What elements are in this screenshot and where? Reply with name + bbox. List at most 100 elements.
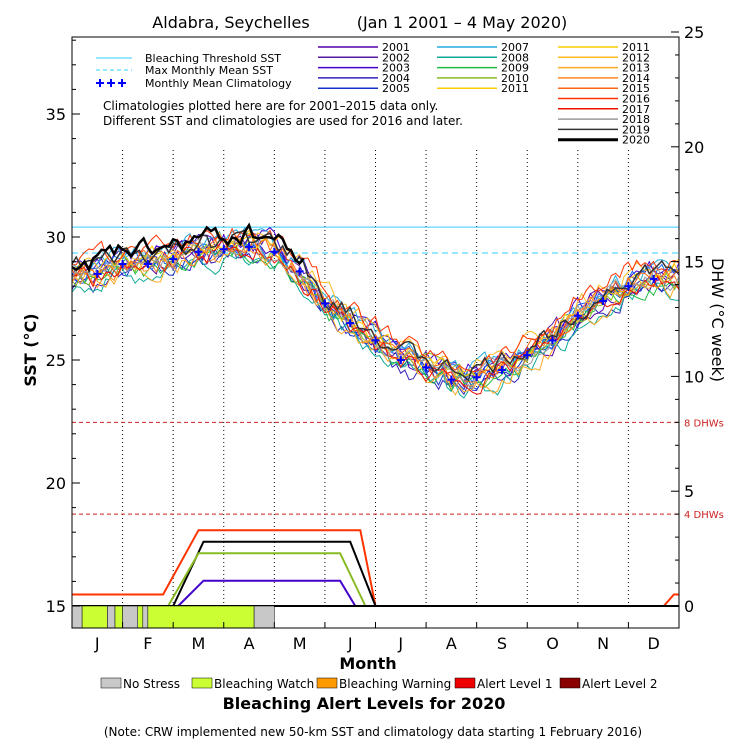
sst-line-2016 — [72, 227, 679, 373]
alert-legend-swatch — [316, 677, 338, 689]
year-legend-label: 2014 — [622, 72, 650, 85]
x-tick-label: J — [347, 634, 353, 653]
climatology-marker — [573, 311, 582, 320]
climatology-marker — [472, 373, 481, 382]
sst-line-2002 — [72, 232, 679, 385]
climatology-marker — [169, 255, 178, 264]
year-legend-label: 2009 — [501, 62, 529, 75]
legend-swatch-climatology — [118, 79, 126, 87]
alert-legend-label: Bleaching Warning — [339, 677, 451, 691]
climatology-marker — [497, 365, 506, 374]
x-tick-label: N — [597, 634, 609, 653]
alert-segment — [137, 605, 144, 629]
note-line-2: Different SST and climatologies are used… — [103, 114, 463, 128]
climatology-marker — [371, 336, 380, 345]
legend-swatch-climatology — [96, 79, 104, 87]
climatology-marker — [523, 351, 532, 360]
climatology-marker — [270, 247, 279, 256]
dhw-line-2010 — [167, 552, 367, 607]
x-tick-label: O — [546, 634, 559, 653]
footnote: (Note: CRW implemented new 50-km SST and… — [104, 725, 642, 739]
alert-legend-swatch — [100, 677, 122, 689]
year-legend-label: 2013 — [622, 62, 650, 75]
sst-line-2014 — [72, 237, 679, 388]
alert-legend-label: No Stress — [123, 677, 180, 691]
climatology-marker — [649, 274, 658, 283]
year-legend-label: 2005 — [382, 82, 410, 95]
alert-legend: No Stress Bleaching Watch Bleaching Warnin… — [100, 677, 658, 691]
x-tick-label: J — [94, 634, 100, 653]
x-tick-label: J — [397, 634, 403, 653]
year-legend-label: 2002 — [382, 51, 410, 64]
climatology-marker — [219, 245, 228, 254]
y-axis-label-right: DHW (°C week) — [708, 258, 727, 382]
alert-segment — [142, 605, 149, 629]
y-right-tick-label: 5 — [684, 482, 694, 501]
sst-line-2020 — [72, 222, 305, 273]
x-tick-label: M — [293, 634, 307, 653]
climatology-marker — [599, 296, 608, 305]
year-legend-label: 2020 — [622, 134, 650, 147]
y-left-tick-label: 25 — [46, 351, 66, 370]
year-legend-label: 2003 — [382, 62, 410, 75]
sst-lines — [72, 222, 679, 399]
y-right-tick-label: 15 — [684, 253, 704, 272]
x-tick-label: A — [446, 634, 457, 653]
climatology-marker — [396, 356, 405, 364]
legend-label: Max Monthly Mean SST — [145, 64, 273, 77]
year-legend-label: 2007 — [501, 41, 529, 54]
year-legend-label: 2019 — [622, 123, 650, 136]
y-right-tick-label: 0 — [684, 597, 694, 616]
dhw-reference-label: 4 DHWs — [684, 510, 724, 521]
legend-swatch-climatology — [107, 79, 115, 87]
alert-segment — [147, 605, 255, 629]
year-legend-label: 2001 — [382, 41, 410, 54]
x-tick-label: D — [648, 634, 660, 653]
sst-line-2012 — [72, 229, 679, 376]
year-legend-label: 2008 — [501, 51, 529, 64]
climatology-marker — [346, 319, 355, 328]
alert-segment — [122, 605, 139, 629]
y-left-tick-label: 35 — [46, 105, 66, 124]
sst-line-2018 — [72, 238, 679, 390]
alert-bar-2020 — [71, 605, 275, 629]
alert-segment — [114, 605, 123, 629]
x-tick-label: F — [143, 634, 152, 653]
x-tick-label: S — [497, 634, 507, 653]
axes: J F M A M J J A S O N D 15 20 25 30 35 0 5 10 15 20 25 — [46, 23, 705, 653]
alert-segment — [71, 605, 83, 629]
month-gridlines — [122, 150, 629, 606]
dhw-line-2003 — [177, 579, 357, 607]
year-legend-label: 2017 — [622, 103, 650, 116]
alert-legend-swatch — [559, 677, 581, 689]
year-legend-label: 2010 — [501, 72, 529, 85]
x-axis-label: Month — [339, 654, 396, 673]
dhw-lines — [72, 529, 679, 607]
threshold-lines: 8 DHWs 4 DHWs — [72, 226, 724, 521]
year-legend-label: 2016 — [622, 93, 650, 106]
sst-line-2019 — [72, 229, 679, 382]
chart-title-location: Aldabra, Seychelles — [152, 13, 309, 32]
climatology-marker — [143, 260, 152, 269]
alert-legend-label: Bleaching Watch — [214, 677, 314, 691]
chart-title-period: (Jan 1 2001 – 4 May 2020) — [357, 13, 568, 32]
sst-line-2013 — [72, 247, 679, 396]
alert-segment — [107, 605, 116, 629]
alert-legend-swatch — [454, 677, 476, 689]
y-left-tick-label: 20 — [46, 474, 66, 493]
dhw-line-2019 — [172, 540, 377, 607]
alert-segment — [253, 605, 275, 629]
climatology-marker — [548, 336, 557, 345]
x-tick-label: M — [192, 634, 206, 653]
y-right-tick-label: 25 — [684, 23, 704, 42]
legend-label: Monthly Mean Climatology — [145, 77, 292, 90]
sst-line-2015 — [72, 238, 679, 383]
dhw-reference-label: 8 DHWs — [684, 418, 724, 429]
climatology-marker — [194, 247, 203, 256]
alert-title: Bleaching Alert Levels for 2020 — [223, 694, 506, 713]
dhw-line-2016 — [72, 529, 679, 607]
climatology-marker — [245, 242, 254, 251]
y-left-tick-label: 15 — [46, 597, 66, 616]
